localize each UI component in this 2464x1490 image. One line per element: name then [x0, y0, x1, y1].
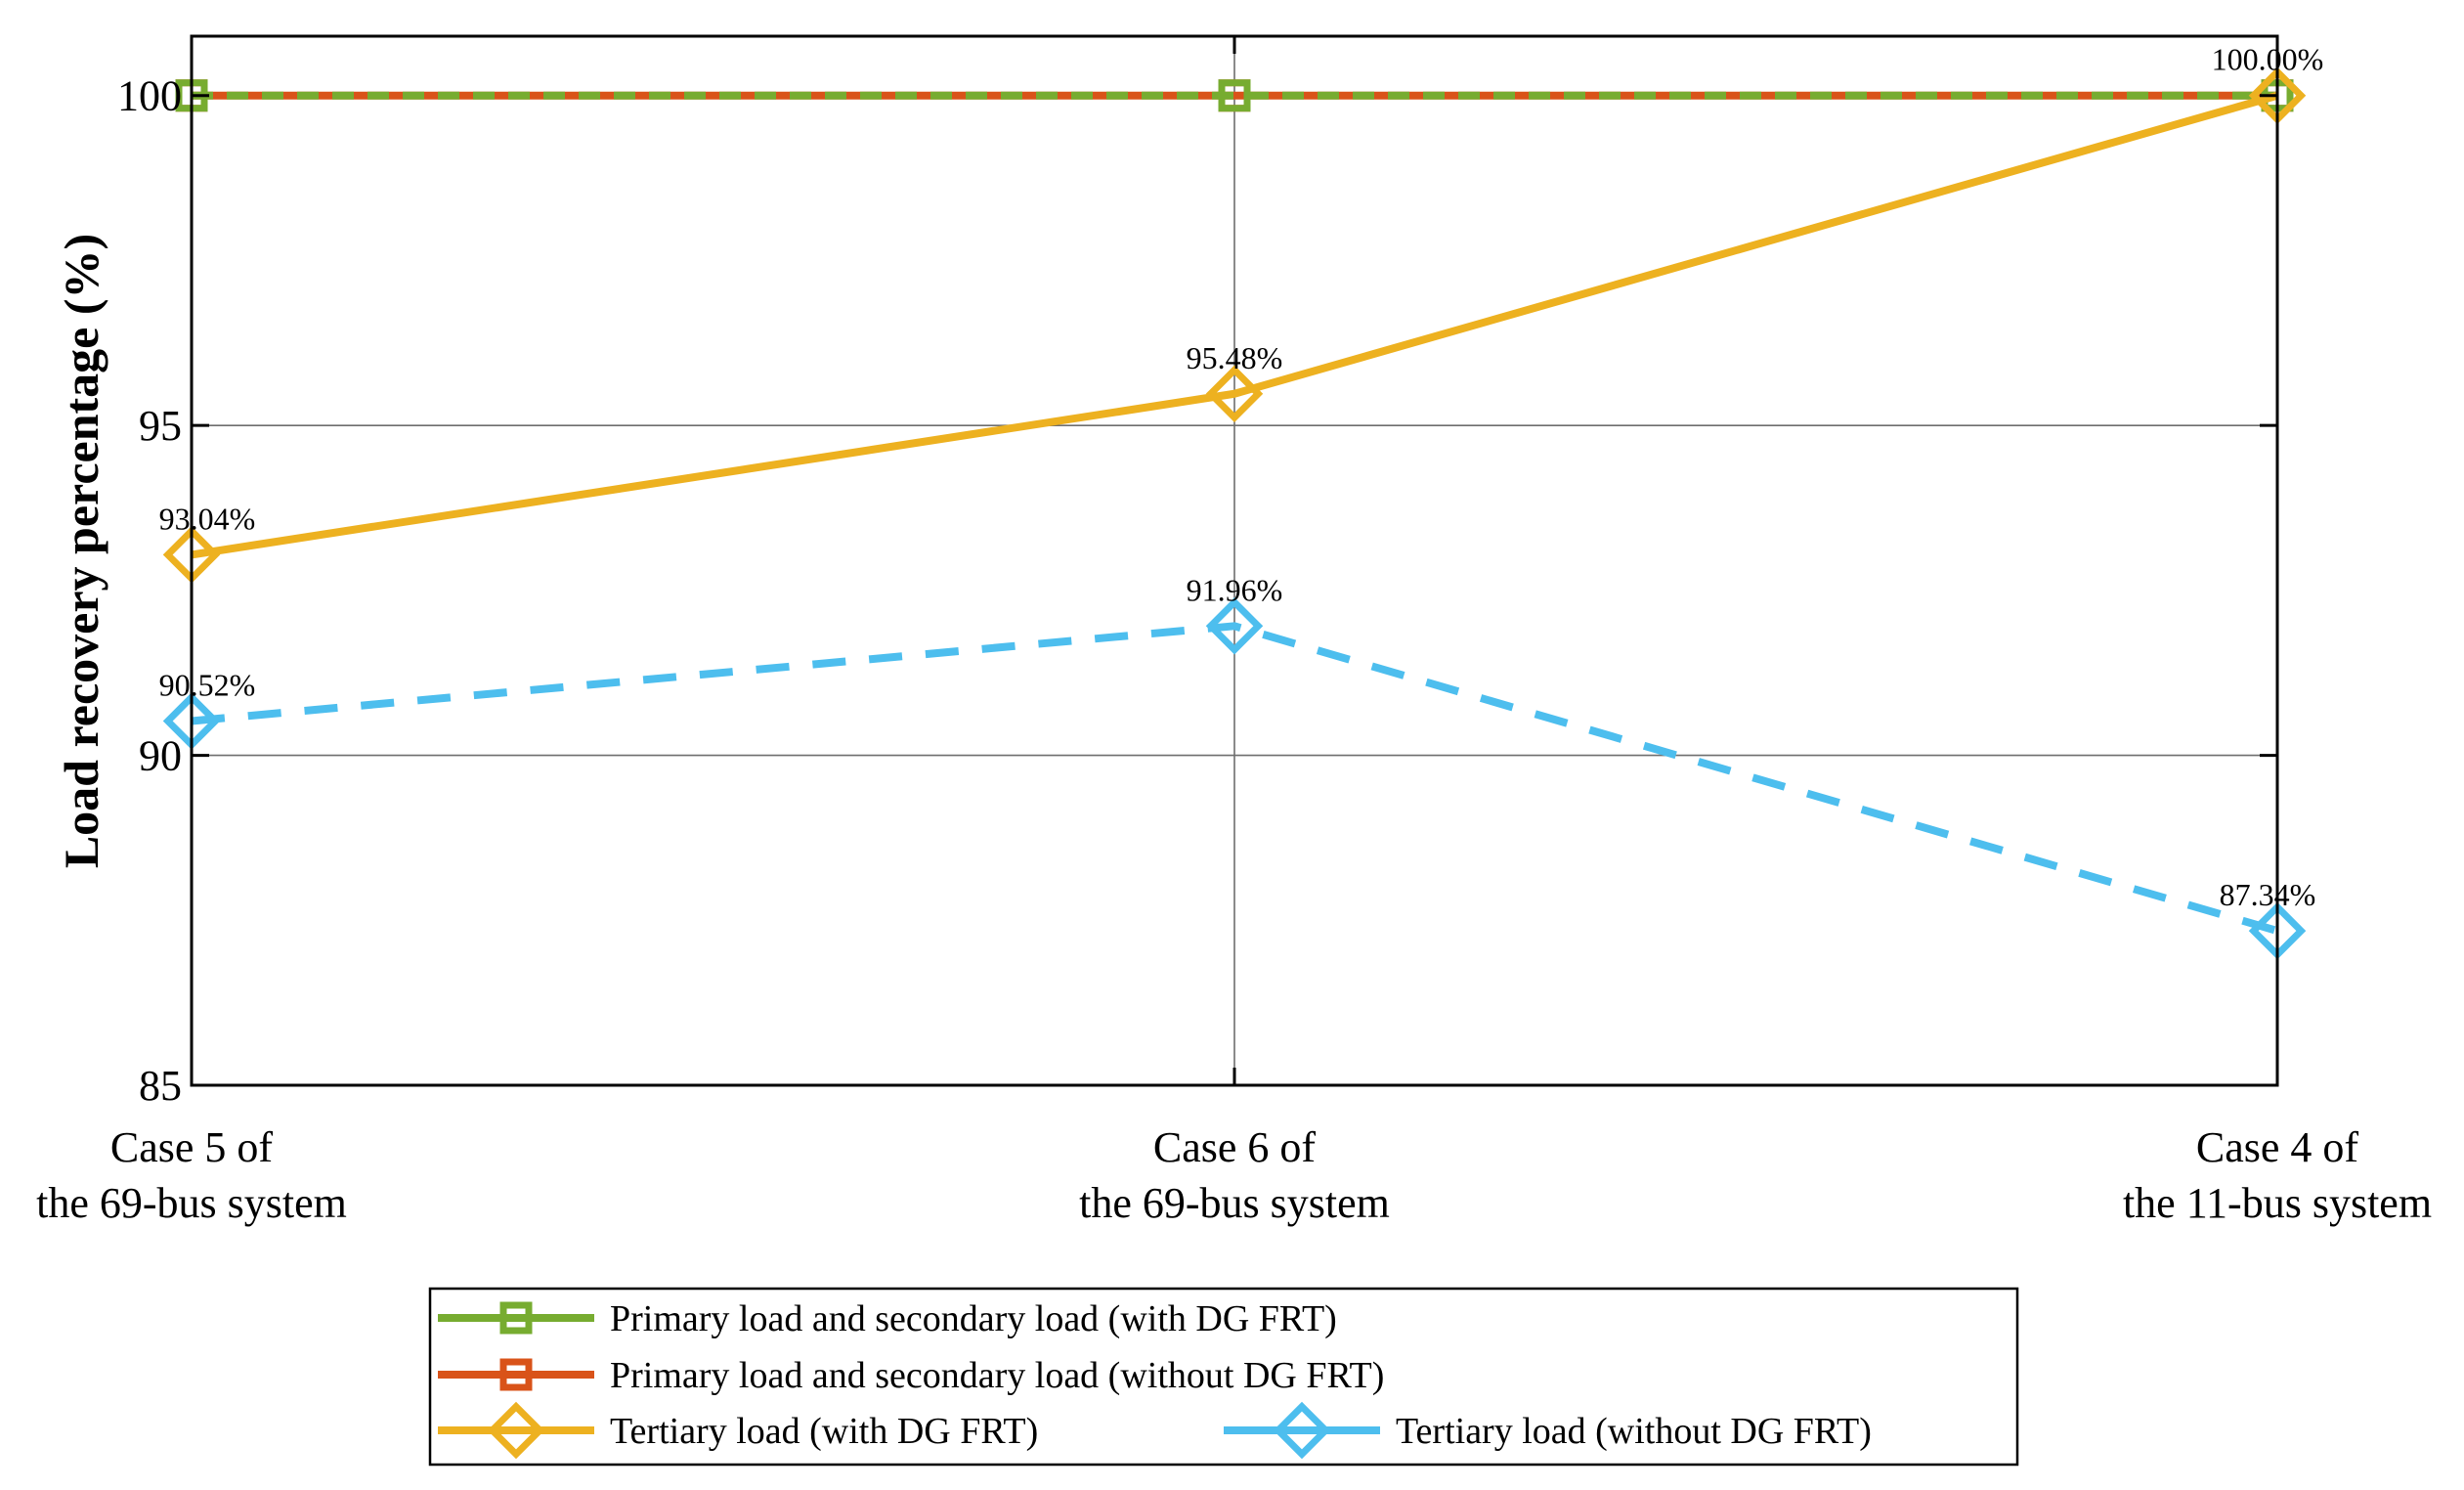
- legend-box: [428, 1287, 2019, 1467]
- legend-entry: Tertiary load (without DG FRT): [1224, 1401, 1872, 1460]
- legend-entry: Primary load and secondary load (without…: [438, 1355, 1384, 1396]
- series-line: [191, 91, 2279, 559]
- data-labels: 93.04% 95.48% 100.00% 90.52% 91.96% 87.34%: [159, 42, 2324, 912]
- grid-lines: [192, 36, 2277, 1085]
- x-tick-label: Case 4 of: [2196, 1123, 2359, 1171]
- series-marker: [1218, 79, 1251, 112]
- series-marker: [1205, 365, 1264, 423]
- series-marker: [1205, 597, 1264, 655]
- legend-label: Primary load and secondary load (with DG…: [610, 1298, 1337, 1339]
- series-lines: [162, 66, 2307, 960]
- legend-swatch-marker: [487, 1401, 545, 1460]
- y-tick-label: 95: [139, 402, 182, 450]
- y-tick-label: 90: [139, 732, 182, 780]
- data-label: 95.48%: [1187, 340, 1283, 375]
- y-tick-label: 85: [139, 1062, 182, 1110]
- x-tick-label: the 69-bus system: [36, 1179, 347, 1227]
- x-tick-label: the 11-bus system: [2123, 1179, 2432, 1227]
- x-tick-label: Case 5 of: [110, 1123, 274, 1171]
- y-tick-label: 100: [117, 72, 182, 120]
- x-tick-label: Case 6 of: [1153, 1123, 1317, 1171]
- series-line: [191, 622, 2279, 935]
- legend-swatch-marker: [499, 1301, 533, 1335]
- y-axis-label: Load recovery percentage (%): [54, 234, 108, 868]
- legend-swatch-marker: [499, 1358, 533, 1391]
- data-label: 100.00%: [2212, 42, 2324, 77]
- data-label: 93.04%: [159, 501, 256, 536]
- legend: Primary load and secondary load (with DG…: [428, 1287, 2019, 1467]
- data-label: 90.52%: [159, 667, 256, 702]
- data-label: 87.34%: [2220, 877, 2316, 912]
- axis-ticks: 85 90 95 100 Case 5 of the 69-bus system Case …: [36, 36, 2432, 1227]
- legend-label: Primary load and secondary load (without…: [610, 1355, 1384, 1396]
- legend-swatch-marker: [1273, 1401, 1331, 1460]
- x-tick-label: the 69-bus system: [1079, 1179, 1390, 1227]
- legend-entry: Tertiary load (with DG FRT): [438, 1401, 1038, 1460]
- legend-entry: Primary load and secondary load (with DG…: [438, 1298, 1337, 1339]
- legend-label: Tertiary load (with DG FRT): [610, 1411, 1038, 1452]
- data-label: 91.96%: [1187, 572, 1283, 607]
- legend-label: Tertiary load (without DG FRT): [1396, 1411, 1872, 1452]
